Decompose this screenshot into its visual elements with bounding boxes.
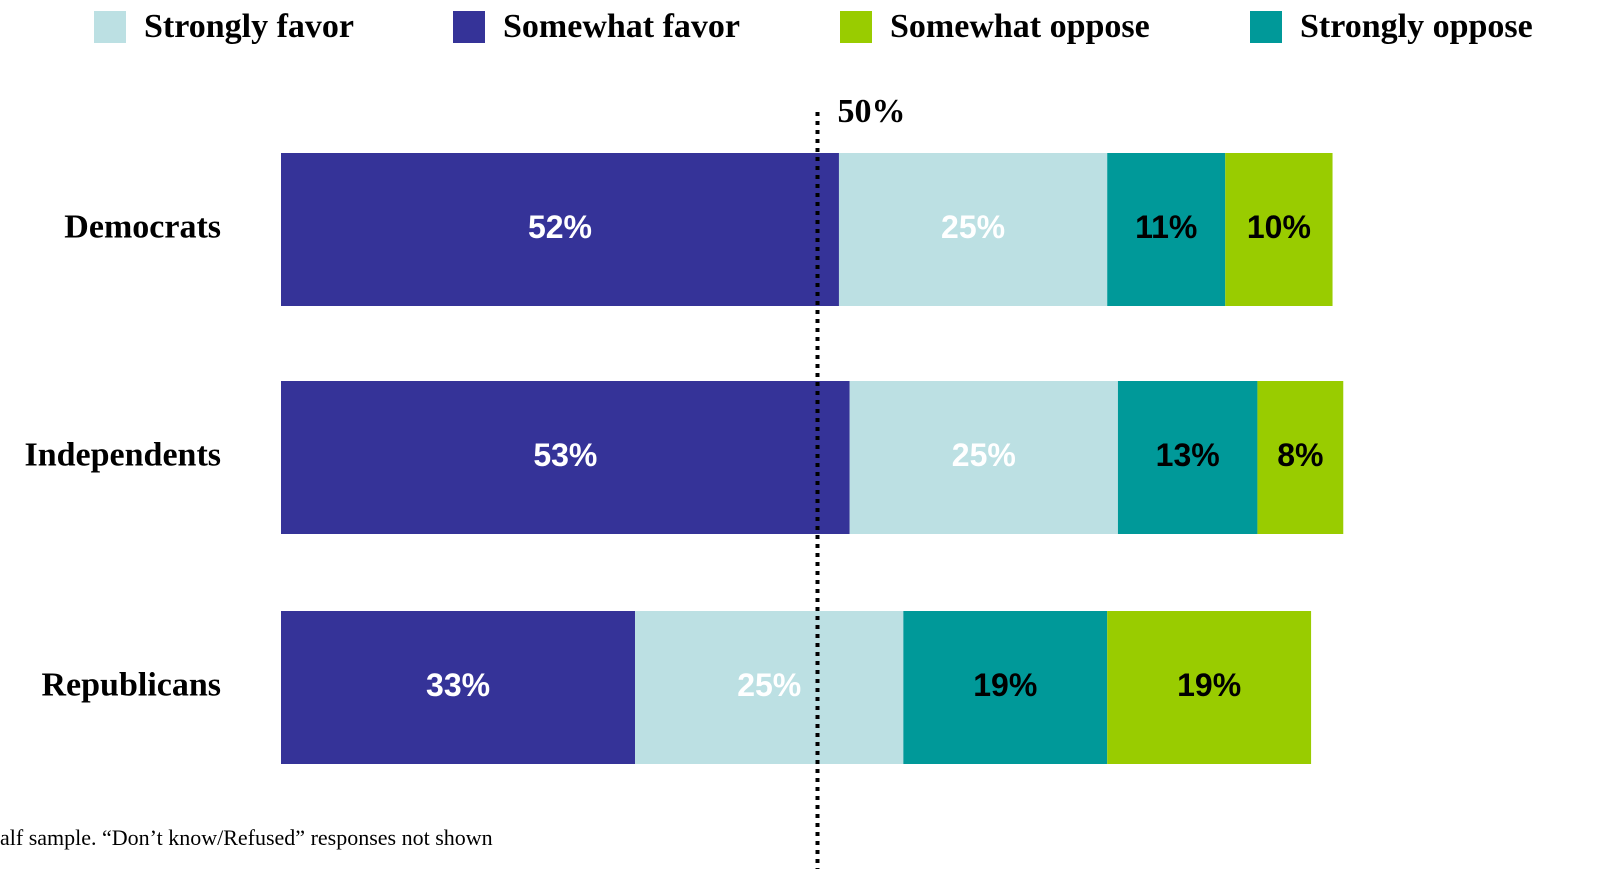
legend-swatch (840, 11, 872, 43)
value-label: 25% (952, 437, 1016, 473)
bar-segment (281, 611, 636, 764)
footnote: alf sample. “Don’t know/Refused” respons… (0, 825, 493, 850)
bar-segment (281, 153, 839, 306)
bar-segment (281, 381, 850, 534)
bar-segment (838, 153, 1108, 306)
legend-label: Somewhat favor (503, 8, 740, 45)
value-label: 11% (1135, 209, 1197, 245)
legend-label: Strongly favor (144, 8, 354, 45)
bar-segment (635, 611, 904, 764)
bar-segment (1257, 381, 1344, 534)
legend-label: Strongly oppose (1300, 8, 1533, 45)
legend-swatch (453, 11, 485, 43)
category-label: Democrats (64, 208, 221, 245)
bar-segment (1107, 153, 1226, 306)
value-label: 25% (737, 667, 801, 703)
bar-segment (1117, 381, 1258, 534)
legend-swatch (1250, 11, 1282, 43)
value-label: 53% (533, 437, 597, 473)
value-label: 19% (973, 667, 1037, 703)
category-label: Republicans (42, 666, 222, 703)
value-label: 10% (1247, 209, 1311, 245)
value-label: 33% (426, 667, 490, 703)
value-label: 52% (528, 209, 592, 245)
category-label: Independents (24, 436, 221, 473)
legend-swatch (94, 11, 126, 43)
bar-segment (849, 381, 1118, 534)
bar-segment (1107, 611, 1312, 764)
value-label: 19% (1177, 667, 1241, 703)
value-label: 8% (1277, 437, 1323, 473)
value-label: 13% (1156, 437, 1220, 473)
legend-label: Somewhat oppose (890, 8, 1150, 45)
reference-label: 50% (838, 93, 906, 130)
bar-segment (1225, 153, 1333, 306)
value-label: 25% (941, 209, 1005, 245)
bar-segment (903, 611, 1108, 764)
